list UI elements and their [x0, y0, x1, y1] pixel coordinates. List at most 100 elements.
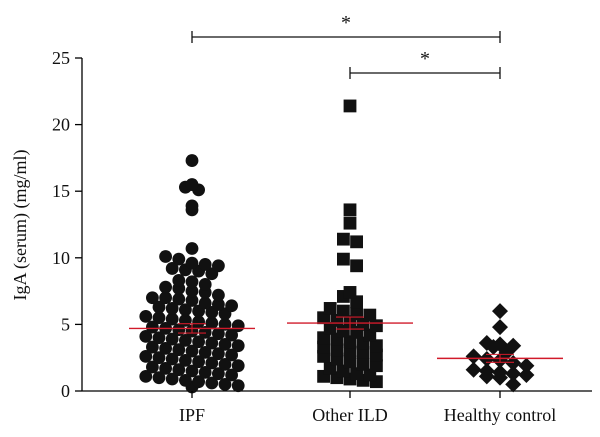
x-tick-label: Healthy control [444, 405, 556, 425]
data-point [518, 357, 535, 374]
data-point [205, 356, 219, 370]
data-point [198, 296, 212, 310]
data-point [146, 360, 159, 374]
data-point [465, 348, 482, 365]
data-point [343, 216, 357, 230]
data-point [165, 372, 179, 386]
data-point [231, 319, 245, 333]
data-point [192, 335, 206, 349]
mean-lines [129, 316, 563, 363]
data-point [337, 304, 350, 318]
data-point [185, 364, 199, 378]
data-point [146, 291, 159, 305]
data-point [152, 300, 166, 314]
data-point [337, 232, 350, 246]
y-axis-ticks: 0 5 10 15 20 25 [52, 48, 82, 401]
data-point [350, 259, 363, 273]
data-point [212, 288, 225, 302]
x-tick-label: IPF [179, 405, 205, 425]
data-point [231, 339, 245, 353]
data-point [363, 308, 377, 322]
data-point [492, 319, 508, 336]
y-tick-label: 15 [52, 181, 70, 201]
data-point [139, 310, 153, 323]
data-point [370, 359, 383, 373]
axes [81, 58, 592, 392]
data-point [356, 357, 370, 371]
data-point [505, 376, 522, 393]
data-point [185, 178, 199, 191]
data-point [198, 345, 212, 359]
data-point [185, 154, 199, 167]
data-point [185, 242, 199, 255]
data-point [185, 199, 199, 213]
data-point [343, 99, 357, 113]
data-point [172, 343, 186, 357]
data-point [505, 365, 522, 382]
data-point [323, 302, 337, 315]
data-point [185, 256, 199, 270]
data-point [212, 347, 225, 361]
y-axis-title: IgA (serum) (mg/ml) [10, 150, 31, 301]
data-point [198, 325, 212, 339]
data-point [518, 367, 535, 384]
data-point [350, 235, 363, 249]
x-axis-labels: IPF Other ILD Healthy control [179, 391, 556, 425]
data-point [192, 355, 206, 369]
data-point [337, 252, 350, 266]
significance-label: * [420, 48, 430, 70]
data-point [492, 336, 508, 353]
data-point [152, 311, 166, 325]
data-point [231, 359, 245, 373]
data-point [205, 316, 219, 330]
data-point [198, 258, 212, 271]
data-point [172, 363, 186, 377]
data-point [192, 375, 206, 389]
data-point [205, 336, 219, 350]
data-point [330, 343, 344, 357]
y-tick-label: 20 [52, 115, 70, 135]
data-point [198, 278, 212, 291]
data-point [492, 303, 508, 320]
data-point [159, 291, 173, 305]
data-point [225, 368, 239, 382]
data-point [505, 337, 522, 354]
significance-label: * [341, 12, 351, 34]
data-point [172, 292, 186, 306]
data-point [179, 333, 192, 347]
data-point [192, 315, 206, 329]
data-point [478, 335, 495, 352]
data-point [370, 339, 383, 353]
data-point [165, 332, 179, 346]
data-point [159, 341, 173, 355]
data-point [225, 348, 239, 362]
y-tick-label: 10 [52, 248, 70, 268]
data-point [212, 259, 225, 273]
data-point [179, 373, 192, 387]
data-point [139, 369, 153, 383]
data-point [165, 262, 179, 275]
data-point [350, 307, 363, 321]
data-point [225, 328, 239, 342]
data-point [343, 355, 357, 369]
y-tick-label: 0 [61, 381, 70, 401]
data-point [159, 280, 173, 294]
data-point [343, 286, 357, 299]
data-point [185, 284, 199, 298]
data-point [231, 379, 245, 393]
data-point [165, 312, 179, 326]
data-point [139, 349, 153, 363]
x-tick-label: Other ILD [312, 405, 387, 425]
data-point [179, 353, 192, 367]
data-points [139, 99, 535, 394]
data-point [212, 327, 225, 341]
data-point [185, 344, 199, 358]
data-point [165, 302, 179, 315]
data-point [152, 331, 166, 345]
data-point [146, 320, 159, 334]
data-point [478, 363, 495, 380]
data-point [172, 252, 186, 266]
data-point [185, 275, 199, 289]
data-point [159, 361, 173, 375]
